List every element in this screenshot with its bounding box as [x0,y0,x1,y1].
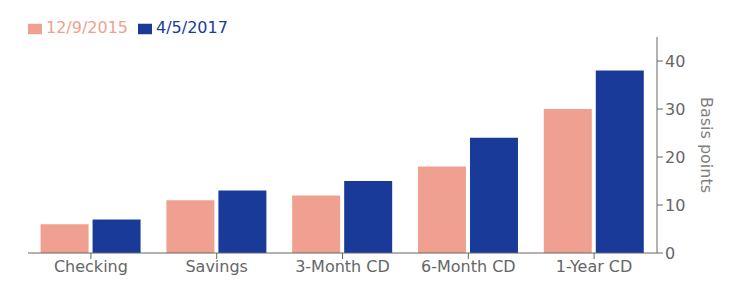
svg-text:1-Year CD: 1-Year CD [556,257,633,276]
svg-text:10: 10 [665,196,685,215]
svg-text:Savings: Savings [185,257,248,276]
svg-text:3-Month CD: 3-Month CD [295,257,390,276]
svg-text:40: 40 [665,52,685,71]
svg-text:Basis points: Basis points [697,97,716,193]
html-text:12/9/2015: 12/9/2015 [46,18,128,37]
svg-text:20: 20 [665,148,685,167]
svg-text:0: 0 [665,244,675,263]
svg-text:30: 30 [665,100,685,119]
html-text:4/5/2017: 4/5/2017 [156,18,228,37]
svg-text:6-Month CD: 6-Month CD [421,257,516,276]
svg-text:Checking: Checking [54,257,128,276]
